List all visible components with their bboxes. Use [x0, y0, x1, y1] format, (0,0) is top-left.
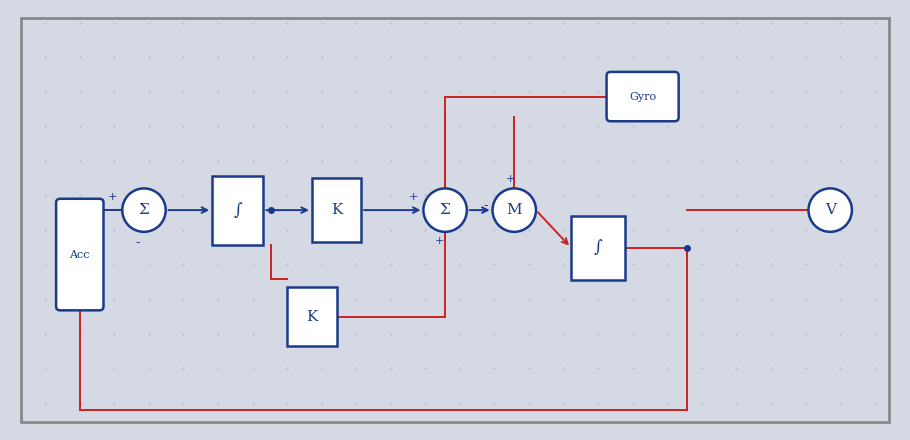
Bar: [212, 176, 264, 245]
FancyBboxPatch shape: [56, 199, 104, 310]
Circle shape: [122, 188, 166, 232]
Text: +: +: [410, 192, 419, 202]
Text: +: +: [506, 174, 515, 184]
Text: +: +: [434, 236, 444, 246]
Text: ∫: ∫: [234, 202, 242, 219]
Text: Acc: Acc: [69, 249, 90, 260]
Text: +: +: [108, 192, 117, 202]
Text: ∫: ∫: [594, 239, 602, 256]
Text: K: K: [331, 203, 342, 217]
Circle shape: [492, 188, 536, 232]
Text: V: V: [824, 203, 835, 217]
Bar: [312, 178, 361, 242]
Text: -: -: [136, 236, 140, 249]
Circle shape: [423, 188, 467, 232]
Text: -: -: [483, 199, 488, 212]
Text: Σ: Σ: [440, 203, 450, 217]
Text: K: K: [306, 310, 318, 324]
Text: Σ: Σ: [138, 203, 149, 217]
Text: M: M: [507, 203, 522, 217]
Circle shape: [808, 188, 852, 232]
Bar: [571, 216, 625, 280]
Text: Gyro: Gyro: [629, 92, 656, 102]
FancyBboxPatch shape: [607, 72, 679, 121]
Bar: [288, 287, 337, 346]
